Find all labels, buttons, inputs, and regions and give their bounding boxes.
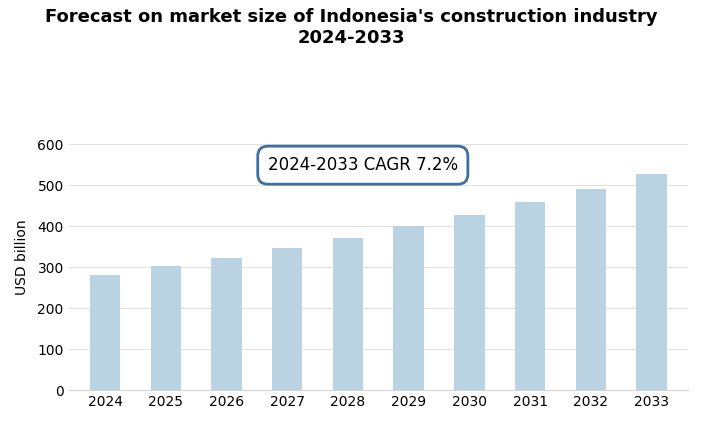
Bar: [515, 202, 546, 390]
Y-axis label: USD billion: USD billion: [15, 219, 29, 295]
Bar: [150, 266, 181, 390]
Bar: [333, 238, 363, 390]
Text: 2024-2033 CAGR 7.2%: 2024-2033 CAGR 7.2%: [268, 156, 458, 174]
Bar: [272, 248, 302, 390]
Bar: [636, 174, 666, 390]
Text: Forecast on market size of Indonesia's construction industry
2024-2033: Forecast on market size of Indonesia's c…: [45, 8, 658, 47]
Bar: [394, 226, 424, 390]
Bar: [90, 275, 120, 390]
Bar: [454, 215, 484, 390]
Bar: [576, 189, 606, 390]
Bar: [212, 258, 242, 390]
